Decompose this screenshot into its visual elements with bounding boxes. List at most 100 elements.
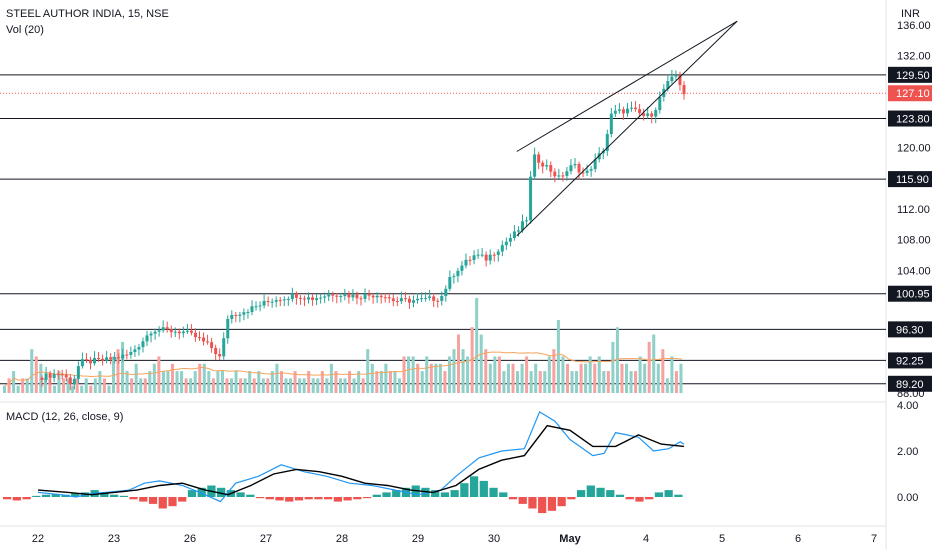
grid [0, 0, 887, 550]
volume-bar [493, 356, 497, 393]
candle-body [109, 357, 113, 360]
candle-body [440, 295, 444, 301]
time-tick-label: 27 [260, 533, 272, 545]
volume-bar [198, 363, 202, 393]
volume-bar [98, 371, 102, 393]
candle-body [222, 338, 226, 357]
macd-histogram-bar [236, 492, 245, 497]
macd-histogram-bar [265, 497, 274, 500]
volume-bar [207, 371, 211, 393]
candle-body [246, 311, 250, 313]
wedge-upper-line [516, 20, 738, 152]
candle-body [56, 374, 60, 376]
volume-bar [656, 363, 660, 393]
candle-body [274, 300, 278, 302]
volume-bar [366, 349, 370, 393]
volume-bar [552, 349, 556, 393]
volume-bar [25, 378, 29, 393]
candle-body [149, 333, 153, 336]
candle-body [411, 300, 415, 303]
candle-body [226, 318, 230, 339]
macd-histogram-bar [567, 497, 576, 500]
candle-body [569, 165, 573, 172]
volume-bar [529, 371, 533, 393]
candle-body [585, 170, 589, 173]
level-tag [888, 66, 932, 83]
volume-bar [7, 378, 11, 393]
macd-histogram-bar [178, 497, 187, 502]
candle-body [621, 109, 625, 114]
candle-body [492, 254, 496, 256]
volume-bar [402, 356, 406, 393]
macd-histogram-bar [41, 494, 51, 497]
macd-histogram-bar [119, 495, 128, 497]
macd-histogram-bar [596, 487, 605, 497]
macd-histogram-bar [3, 497, 12, 500]
candle-body [315, 298, 319, 301]
volume-bar [511, 363, 515, 393]
time-tick-label: 30 [488, 533, 500, 545]
time-axis[interactable]: 22 23 26 27 28 29 30 May 4 5 6 7 [32, 533, 877, 545]
volume-bar [561, 356, 565, 393]
candle-body [573, 163, 577, 166]
volume-bar [488, 363, 492, 393]
macd-histogram-bar [382, 492, 391, 497]
candle-body [521, 221, 524, 231]
candle-body [64, 374, 68, 378]
candle-body [52, 374, 56, 378]
macd-histogram-bar [615, 494, 625, 497]
candle-body [484, 254, 488, 261]
candle-body [391, 298, 395, 302]
price-tick-label: 136.00 [897, 20, 931, 32]
rising-wedge-drawing[interactable] [516, 20, 738, 237]
macd-legend[interactable]: MACD (12, 26, close, 9) [6, 411, 123, 423]
volume-bar [75, 378, 79, 393]
volume-bar [266, 378, 270, 393]
level-tag [888, 110, 932, 127]
candle-body [460, 265, 464, 271]
candle-body [525, 220, 529, 222]
symbol-title[interactable]: STEEL AUTHOR INDIA, 15, NSE [6, 8, 169, 20]
candle-body [395, 301, 399, 303]
macd-axis[interactable]: 4.00 2.00 0.00 [897, 400, 918, 504]
candle-body [262, 301, 266, 306]
volume-bar [443, 371, 447, 393]
macd-histogram-bar [246, 494, 255, 497]
volume-legend[interactable]: Vol (20) [6, 24, 44, 36]
macd-histogram-bar [557, 497, 566, 507]
candle-body [294, 293, 298, 298]
volume-bar [230, 378, 234, 393]
volume-bar [289, 378, 293, 393]
volume-bar [225, 378, 229, 393]
macd-histogram-bar [489, 487, 498, 497]
candle-body [270, 301, 274, 303]
candle-body [198, 337, 201, 339]
volume-bar [615, 327, 619, 393]
volume-bar [388, 371, 392, 393]
time-tick-label: 23 [108, 533, 120, 545]
macd-histogram-bar [586, 485, 595, 497]
macd-histogram-bar [100, 492, 109, 497]
volume-bar [620, 363, 624, 393]
volume-bar [370, 363, 374, 393]
macd-histogram-bar [547, 497, 557, 511]
candle-body [101, 358, 105, 361]
price-tick-label: 88.00 [897, 388, 925, 400]
candle-body [432, 296, 436, 301]
candle-body [613, 110, 617, 114]
macd-histogram-bar [275, 497, 284, 501]
macd-histogram-bar [431, 490, 440, 497]
level-tag-label: 123.80 [896, 114, 930, 126]
candle-body [553, 171, 557, 177]
volume-bar [543, 371, 547, 393]
candle-body [537, 154, 541, 163]
macd-histogram-bar [22, 497, 31, 500]
candle-body [355, 294, 359, 299]
candle-body [48, 373, 52, 378]
candle-body [359, 298, 363, 300]
volume-bar [674, 371, 678, 393]
candle-body [214, 347, 218, 355]
price-axis[interactable]: 136.00 132.00 120.00 112.00 108.00 104.00 88.0… [897, 20, 931, 400]
macd-tick-label: 0.00 [897, 492, 918, 504]
currency-label[interactable]: INR [901, 8, 920, 20]
